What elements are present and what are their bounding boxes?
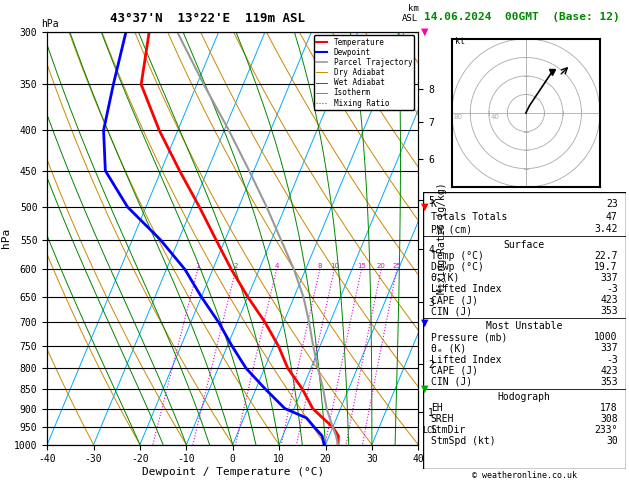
Text: 40: 40 bbox=[491, 114, 499, 120]
Text: 23: 23 bbox=[606, 199, 618, 209]
Y-axis label: hPa: hPa bbox=[1, 228, 11, 248]
Text: StmDir: StmDir bbox=[431, 425, 466, 435]
Text: 337: 337 bbox=[600, 273, 618, 283]
Text: 2: 2 bbox=[233, 263, 238, 269]
Y-axis label: Mixing Ratio (g/kg): Mixing Ratio (g/kg) bbox=[437, 182, 447, 294]
Text: 19.7: 19.7 bbox=[594, 262, 618, 272]
Text: kt: kt bbox=[455, 37, 465, 47]
Text: 43°37'N  13°22'E  119m ASL: 43°37'N 13°22'E 119m ASL bbox=[110, 12, 305, 25]
Text: 30: 30 bbox=[606, 436, 618, 446]
Text: Surface: Surface bbox=[504, 240, 545, 250]
Text: km
ASL: km ASL bbox=[402, 4, 418, 23]
Text: 22.7: 22.7 bbox=[594, 251, 618, 260]
Text: 25: 25 bbox=[392, 263, 401, 269]
Text: StmSpd (kt): StmSpd (kt) bbox=[431, 436, 496, 446]
Text: Hodograph: Hodograph bbox=[498, 392, 551, 402]
Text: ▼: ▼ bbox=[421, 27, 429, 36]
Text: 178: 178 bbox=[600, 403, 618, 413]
Text: Dewp (°C): Dewp (°C) bbox=[431, 262, 484, 272]
Text: Lifted Index: Lifted Index bbox=[431, 284, 501, 294]
Text: 3.42: 3.42 bbox=[594, 225, 618, 234]
Text: 337: 337 bbox=[600, 344, 618, 353]
Text: 308: 308 bbox=[600, 414, 618, 424]
Text: 8: 8 bbox=[318, 263, 322, 269]
Text: 20: 20 bbox=[377, 263, 386, 269]
Text: hPa: hPa bbox=[41, 19, 58, 29]
Text: ▼: ▼ bbox=[421, 384, 429, 394]
Text: θₑ(K): θₑ(K) bbox=[431, 273, 460, 283]
Text: CIN (J): CIN (J) bbox=[431, 306, 472, 316]
Text: 423: 423 bbox=[600, 365, 618, 376]
Text: 10: 10 bbox=[330, 263, 339, 269]
X-axis label: Dewpoint / Temperature (°C): Dewpoint / Temperature (°C) bbox=[142, 467, 324, 477]
Text: 80: 80 bbox=[454, 114, 462, 120]
Text: 15: 15 bbox=[357, 263, 366, 269]
Text: 4: 4 bbox=[274, 263, 279, 269]
Text: 353: 353 bbox=[600, 306, 618, 316]
Text: PW (cm): PW (cm) bbox=[431, 225, 472, 234]
Text: -3: -3 bbox=[606, 284, 618, 294]
Text: 423: 423 bbox=[600, 295, 618, 305]
Text: K: K bbox=[431, 199, 437, 209]
Text: Totals Totals: Totals Totals bbox=[431, 212, 507, 222]
Text: EH: EH bbox=[431, 403, 443, 413]
Text: 14.06.2024  00GMT  (Base: 12): 14.06.2024 00GMT (Base: 12) bbox=[424, 12, 620, 22]
Legend: Temperature, Dewpoint, Parcel Trajectory, Dry Adiabat, Wet Adiabat, Isotherm, Mi: Temperature, Dewpoint, Parcel Trajectory… bbox=[314, 35, 415, 110]
Text: Temp (°C): Temp (°C) bbox=[431, 251, 484, 260]
Text: CIN (J): CIN (J) bbox=[431, 377, 472, 387]
Text: © weatheronline.co.uk: © weatheronline.co.uk bbox=[472, 471, 577, 480]
Text: 353: 353 bbox=[600, 377, 618, 387]
Text: Lifted Index: Lifted Index bbox=[431, 355, 501, 364]
Text: 47: 47 bbox=[606, 212, 618, 222]
Text: ▼: ▼ bbox=[421, 202, 429, 212]
Text: CAPE (J): CAPE (J) bbox=[431, 365, 478, 376]
Text: -3: -3 bbox=[606, 355, 618, 364]
Text: Pressure (mb): Pressure (mb) bbox=[431, 332, 507, 343]
Text: CAPE (J): CAPE (J) bbox=[431, 295, 478, 305]
Text: 1000: 1000 bbox=[594, 332, 618, 343]
Text: ▼: ▼ bbox=[421, 317, 429, 327]
Text: 1: 1 bbox=[196, 263, 200, 269]
Text: θₑ (K): θₑ (K) bbox=[431, 344, 466, 353]
Text: LCL: LCL bbox=[422, 426, 437, 435]
Text: Most Unstable: Most Unstable bbox=[486, 321, 562, 331]
Text: SREH: SREH bbox=[431, 414, 454, 424]
Text: 233°: 233° bbox=[594, 425, 618, 435]
